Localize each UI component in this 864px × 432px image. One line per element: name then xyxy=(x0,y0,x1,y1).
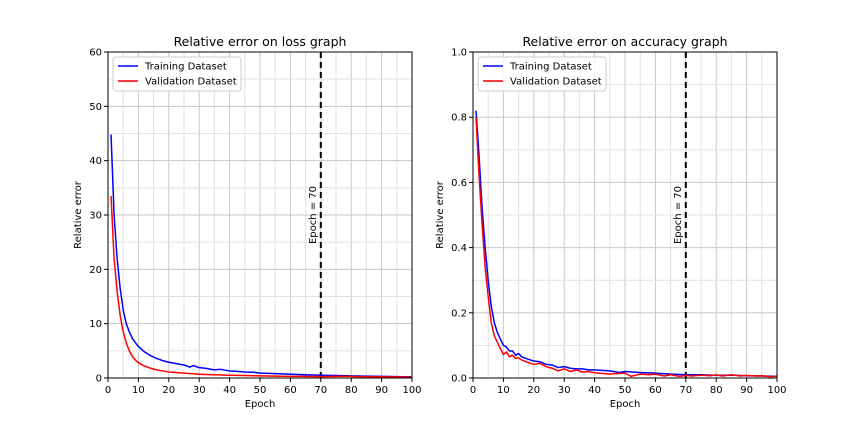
x-tick-label: 70 xyxy=(314,385,327,396)
x-tick-label: 60 xyxy=(284,385,297,396)
x-tick-label: 40 xyxy=(588,385,601,396)
legend: Training Dataset Validation Dataset xyxy=(477,56,607,92)
y-tick-label: 10 xyxy=(89,319,102,330)
x-tick-label: 20 xyxy=(162,385,175,396)
x-tick-label: 10 xyxy=(497,385,510,396)
y-tick-label: 0.8 xyxy=(451,113,467,124)
y-tick-label: 0.0 xyxy=(451,374,467,385)
x-tick-label: 10 xyxy=(132,385,145,396)
chart-title: Relative error on accuracy graph xyxy=(522,34,727,49)
x-tick-label: 80 xyxy=(345,385,358,396)
x-tick-label: 20 xyxy=(527,385,540,396)
x-tick-label: 50 xyxy=(619,385,632,396)
x-tick-label: 100 xyxy=(767,385,786,396)
y-tick-label: 40 xyxy=(89,156,102,167)
y-tick-label: 0 xyxy=(96,374,102,385)
x-axis-label: Epoch xyxy=(245,399,276,410)
x-tick-label: 90 xyxy=(740,385,753,396)
legend-entry: Validation Dataset xyxy=(510,77,602,88)
y-tick-label: 0.2 xyxy=(451,308,467,319)
x-tick-label: 30 xyxy=(193,385,206,396)
y-tick-label: 60 xyxy=(89,48,102,59)
y-tick-label: 30 xyxy=(89,211,102,222)
legend-entry: Validation Dataset xyxy=(145,77,237,88)
threshold-label: Epoch = 70 xyxy=(308,186,319,244)
chart-panel-1: Epoch = 70 0 10 20 30 40 50 60 70 80 90 100 0.0 0.2 0.… xyxy=(435,34,787,410)
y-tick-label: 0.6 xyxy=(451,178,467,189)
x-axis-label: Epoch xyxy=(610,399,641,410)
y-tick-label: 50 xyxy=(89,102,102,113)
x-tick-label: 90 xyxy=(375,385,388,396)
x-tick-label: 60 xyxy=(649,385,662,396)
series-line-validation xyxy=(110,195,413,378)
legend: Training Dataset Validation Dataset xyxy=(112,56,242,92)
y-tick-label: 20 xyxy=(89,265,102,276)
y-tick-label: 0.4 xyxy=(451,243,467,254)
legend-entry: Training Dataset xyxy=(509,62,592,73)
series-line-validation xyxy=(475,117,778,378)
x-tick-label: 30 xyxy=(558,385,571,396)
x-tick-label: 40 xyxy=(223,385,236,396)
legend-box xyxy=(112,56,242,92)
series-line-training xyxy=(475,110,778,378)
x-tick-label: 50 xyxy=(254,385,267,396)
x-tick-label: 100 xyxy=(402,385,421,396)
legend-box xyxy=(477,56,607,92)
x-tick-label: 70 xyxy=(679,385,692,396)
x-tick-label: 0 xyxy=(105,385,111,396)
y-axis-label: Relative error xyxy=(435,180,446,249)
x-tick-label: 80 xyxy=(710,385,723,396)
chart-panel-0: Epoch = 70 0 10 20 30 40 50 60 70 80 90 100 0 10 20 30 4… xyxy=(73,34,422,410)
y-tick-label: 1.0 xyxy=(451,48,467,59)
chart-title: Relative error on loss graph xyxy=(174,34,347,49)
series-line-training xyxy=(110,134,413,378)
threshold-label: Epoch = 70 xyxy=(673,186,684,244)
legend-entry: Training Dataset xyxy=(144,62,227,73)
y-axis-label: Relative error xyxy=(73,180,84,249)
x-tick-label: 0 xyxy=(470,385,476,396)
